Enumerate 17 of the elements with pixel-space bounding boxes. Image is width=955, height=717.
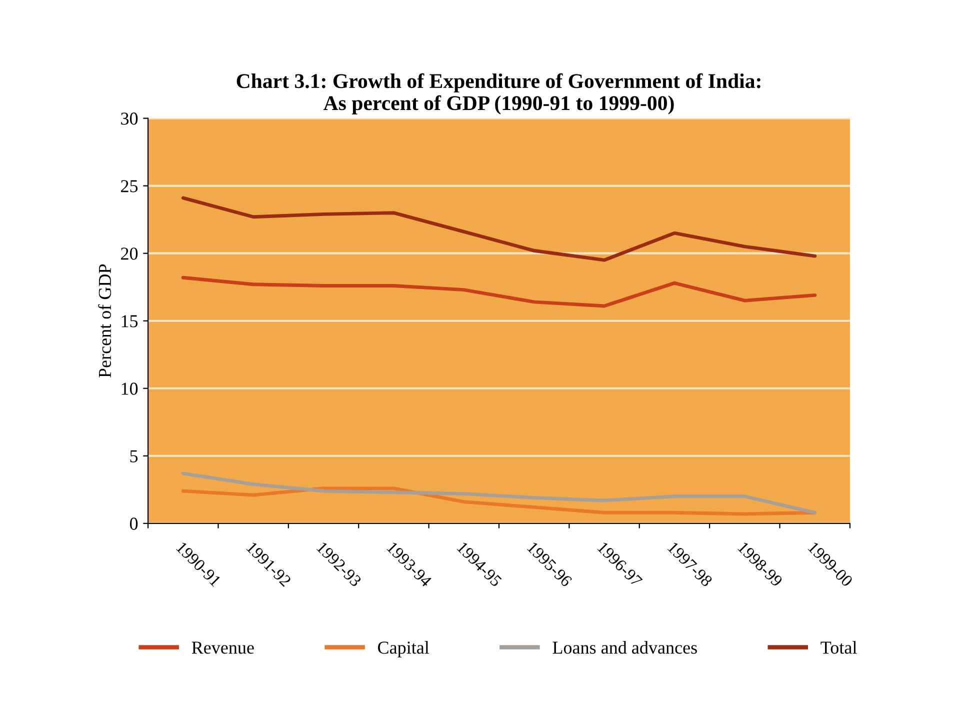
y-tick-label: 15 [122,315,138,328]
y-axis-title: Percent of GDP [98,264,112,378]
line-series [181,276,817,308]
legend-label: Total [820,641,857,654]
line-series [181,196,817,262]
legend-label: Revenue [192,642,254,654]
y-tick-label: 20 [121,248,138,260]
line-series [181,486,817,516]
legend-label: Loans and advances [552,641,697,654]
y-tick-label: 25 [121,180,138,192]
legend-label: Capital [378,641,430,658]
y-tick-label: 0 [130,518,138,530]
y-tick-label: 10 [122,382,138,395]
line-series [181,472,817,514]
y-tick-label: 30 [121,112,138,125]
chart-title: Chart 3.1: Growth of Expenditure of Government of India: As percent of GDP (1990-91 to 1999-00) [236,73,760,114]
y-tick-label: 5 [130,450,138,462]
